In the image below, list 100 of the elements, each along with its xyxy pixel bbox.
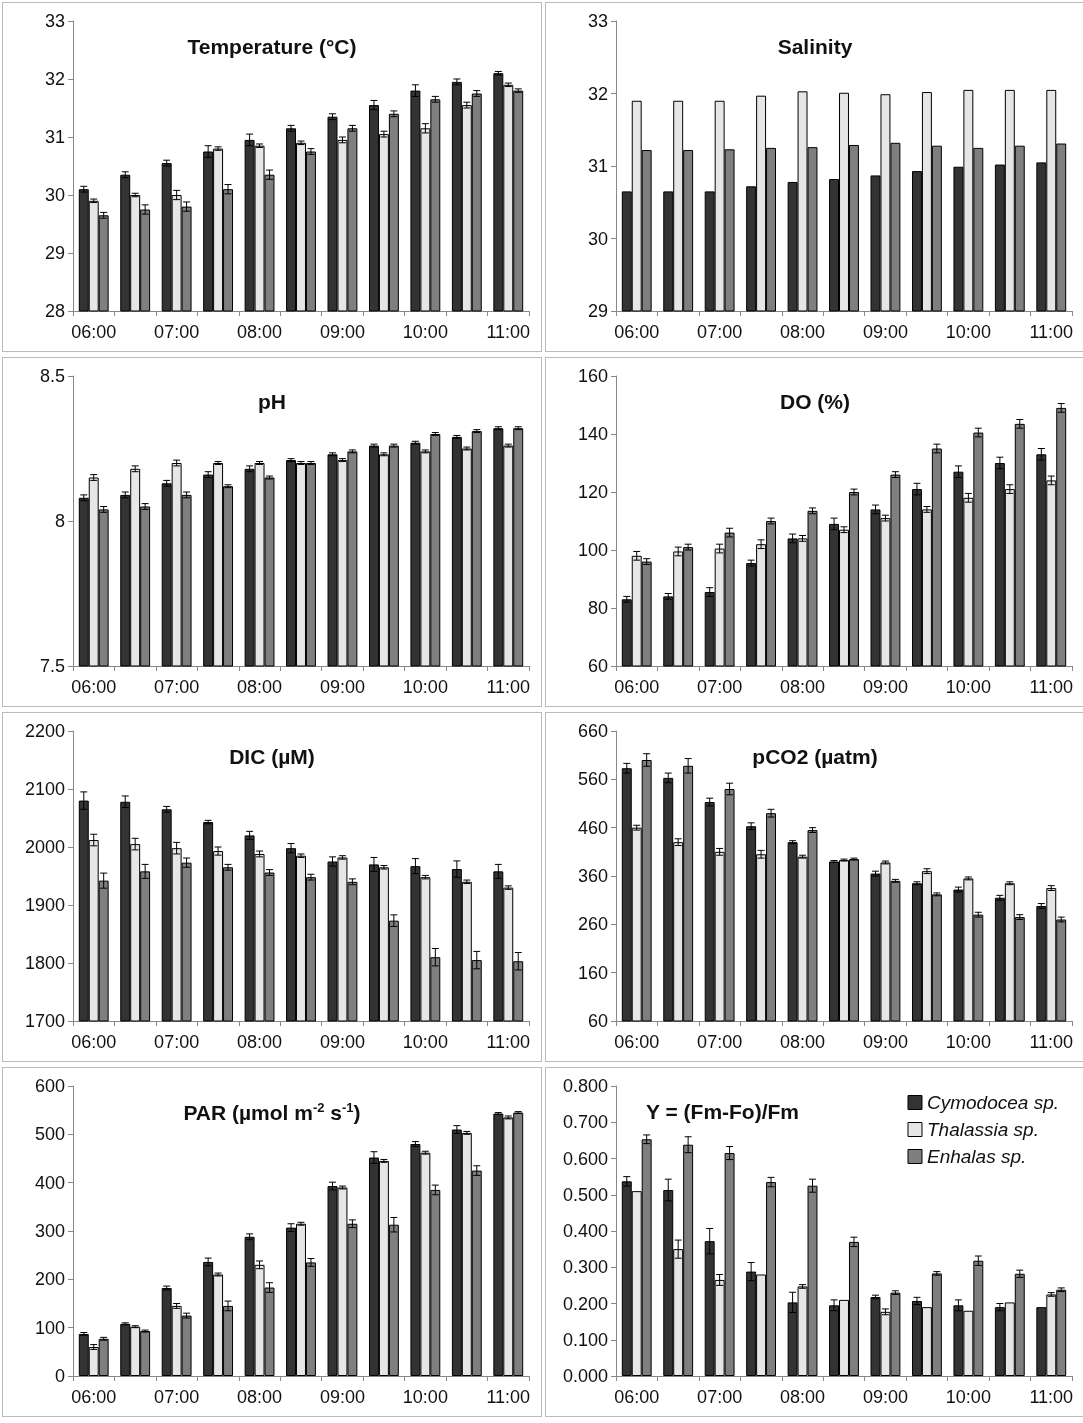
y-tick-label: 260 bbox=[577, 914, 608, 935]
x-tick-label: 10:00 bbox=[945, 677, 991, 697]
y-tick-label: 300 bbox=[34, 1221, 65, 1241]
x-tick-label: 09:00 bbox=[862, 1387, 908, 1407]
text: Temperature (°C) bbox=[187, 35, 357, 58]
y-tick-label: 120 bbox=[577, 482, 608, 502]
text: pH bbox=[258, 390, 286, 413]
x-tick-label: 06:00 bbox=[614, 1032, 660, 1052]
y-tick-label: 1800 bbox=[24, 953, 65, 973]
x-tick-label: 08:00 bbox=[237, 322, 283, 342]
y-tick-label: 140 bbox=[577, 424, 608, 444]
x-tick-label: 06:00 bbox=[614, 1387, 660, 1407]
x-tick-label: 11:00 bbox=[486, 1387, 531, 1407]
y-tick-label: 0.000 bbox=[562, 1366, 608, 1386]
y-tick-label: 0.700 bbox=[562, 1112, 608, 1133]
x-tick-label: 10:00 bbox=[402, 322, 448, 342]
x-tick-label: 10:00 bbox=[402, 677, 448, 697]
x-tick-label: 09:00 bbox=[319, 1387, 365, 1407]
y-tick-label: 32 bbox=[44, 69, 65, 89]
x-tick-label: 07:00 bbox=[154, 1387, 200, 1407]
x-tick-label: 06:00 bbox=[71, 677, 117, 697]
x-tick-label: 07:00 bbox=[697, 1032, 743, 1052]
x-tick-label: 08:00 bbox=[780, 1032, 826, 1052]
x-tick-label: 06:00 bbox=[614, 677, 660, 697]
x-tick-label: 07:00 bbox=[697, 677, 743, 697]
y-tick-label: 33 bbox=[587, 11, 608, 31]
y-tick-label: 660 bbox=[577, 721, 608, 741]
x-tick-label: 09:00 bbox=[862, 322, 908, 342]
text: Salinity bbox=[777, 35, 853, 58]
x-tick-label: 07:00 bbox=[154, 677, 200, 697]
x-tick-label: 07:00 bbox=[154, 1032, 200, 1052]
y-tick-label: 28 bbox=[44, 301, 65, 321]
y-tick-label: 60 bbox=[587, 1011, 608, 1031]
y-tick-label: 31 bbox=[44, 127, 65, 147]
y-tick-label: 33 bbox=[44, 11, 65, 31]
y-tick-label: 2200 bbox=[24, 721, 65, 741]
y-tick-label: 160 bbox=[577, 962, 608, 983]
x-tick-label: 11:00 bbox=[1029, 677, 1074, 697]
text: DO (%) bbox=[780, 390, 850, 413]
x-tick-label: 08:00 bbox=[237, 1032, 283, 1052]
x-tick-label: 11:00 bbox=[486, 322, 531, 342]
x-tick-label: 10:00 bbox=[402, 1032, 448, 1052]
y-tick-label: 32 bbox=[587, 83, 608, 104]
x-tick-label: 10:00 bbox=[945, 322, 991, 342]
text: Y = (Fm-Fo)/Fm bbox=[646, 1100, 800, 1123]
y-tick-label: 560 bbox=[577, 769, 608, 790]
x-tick-label: 09:00 bbox=[319, 1032, 365, 1052]
x-tick-label: 06:00 bbox=[71, 1387, 117, 1407]
y-tick-label: 29 bbox=[44, 243, 65, 263]
y-tick-label: 31 bbox=[587, 156, 608, 176]
y-tick-label: 2100 bbox=[24, 779, 65, 799]
x-tick-label: 07:00 bbox=[697, 1387, 743, 1407]
y-tick-label: 100 bbox=[577, 540, 608, 560]
text: DIC (µM) bbox=[229, 745, 315, 768]
x-tick-label: 11:00 bbox=[1029, 322, 1074, 342]
y-tick-label: 0.800 bbox=[562, 1076, 608, 1096]
y-tick-label: 200 bbox=[34, 1269, 65, 1290]
y-tick-label: 460 bbox=[577, 817, 608, 838]
x-tick-label: 09:00 bbox=[862, 677, 908, 697]
x-tick-label: 11:00 bbox=[486, 1032, 531, 1052]
y-tick-label: 0.200 bbox=[562, 1293, 608, 1314]
x-tick-label: 10:00 bbox=[402, 1387, 448, 1407]
x-tick-label: 10:00 bbox=[945, 1387, 991, 1407]
y-tick-label: 0 bbox=[54, 1366, 65, 1386]
y-tick-label: 100 bbox=[34, 1317, 65, 1338]
legend-label: Enhalas sp. bbox=[926, 1146, 1027, 1167]
y-tick-label: 1900 bbox=[24, 895, 65, 915]
y-tick-label: 30 bbox=[587, 228, 608, 249]
x-tick-label: 10:00 bbox=[945, 1032, 991, 1052]
x-tick-label: 09:00 bbox=[319, 677, 365, 697]
text: pCO2 (µatm) bbox=[752, 745, 878, 768]
y-tick-label: 7.5 bbox=[39, 656, 65, 676]
x-tick-label: 06:00 bbox=[71, 322, 117, 342]
x-tick-label: 06:00 bbox=[614, 322, 660, 342]
x-tick-label: 11:00 bbox=[1029, 1387, 1074, 1407]
y-tick-label: 2000 bbox=[24, 837, 65, 857]
y-tick-label: 8 bbox=[54, 511, 65, 531]
x-tick-label: 11:00 bbox=[1029, 1032, 1074, 1052]
x-tick-label: 07:00 bbox=[697, 322, 743, 342]
x-tick-label: 08:00 bbox=[780, 322, 826, 342]
y-tick-label: 600 bbox=[34, 1076, 65, 1096]
legend-label: Cymodocea sp. bbox=[926, 1092, 1060, 1113]
x-tick-label: 08:00 bbox=[237, 677, 283, 697]
y-tick-label: 0.400 bbox=[562, 1221, 608, 1241]
y-tick-label: 8.5 bbox=[39, 366, 65, 386]
x-tick-label: 11:00 bbox=[486, 677, 531, 697]
y-tick-label: 60 bbox=[587, 656, 608, 676]
legend-label: Thalassia sp. bbox=[926, 1119, 1039, 1140]
x-tick-label: 09:00 bbox=[319, 322, 365, 342]
x-tick-label: 08:00 bbox=[780, 1387, 826, 1407]
y-tick-label: 0.600 bbox=[562, 1148, 608, 1169]
y-tick-label: 400 bbox=[34, 1172, 65, 1193]
y-tick-label: 29 bbox=[587, 301, 608, 321]
y-tick-label: 30 bbox=[44, 185, 65, 205]
y-tick-label: 0.300 bbox=[562, 1257, 608, 1278]
x-tick-label: 07:00 bbox=[154, 322, 200, 342]
x-tick-label: 06:00 bbox=[71, 1032, 117, 1052]
x-tick-label: 08:00 bbox=[780, 677, 826, 697]
y-tick-label: 500 bbox=[34, 1124, 65, 1145]
y-tick-label: 1700 bbox=[24, 1011, 65, 1031]
